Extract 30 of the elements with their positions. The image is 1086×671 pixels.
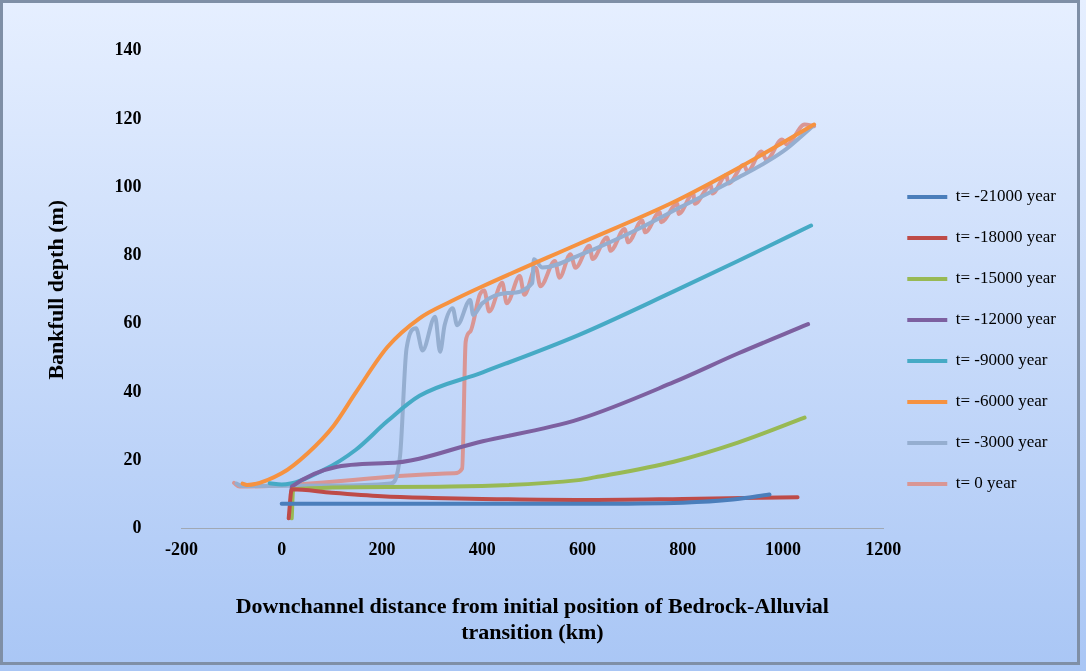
x-tick-label: 800 (669, 539, 697, 560)
y-tick-label: 0 (132, 517, 142, 538)
y-tick-label: 100 (114, 175, 142, 196)
x-tick-label: -200 (164, 539, 198, 560)
x-tick-label: 0 (277, 539, 287, 560)
legend-label: t= -6000 year (955, 391, 1048, 411)
legend-label: t= -12000 year (955, 309, 1057, 329)
legend-label: t= 0 year (955, 473, 1017, 493)
x-tick-label: 400 (468, 539, 496, 560)
legend-label: t= -21000 year (955, 186, 1057, 206)
legend-label: t= -9000 year (955, 350, 1048, 370)
x-tick-label: 200 (368, 539, 396, 560)
x-tick-label: 1200 (865, 539, 902, 560)
line-series (289, 415, 807, 521)
x-axis-title: Downchannel distance from initial position of Bedrock-Alluvial transition (km) (235, 593, 829, 645)
y-tick-label: 80 (123, 244, 142, 265)
legend-label: t= -18000 year (955, 227, 1057, 247)
line-series (267, 223, 814, 487)
y-tick-label: 40 (123, 380, 142, 401)
line-series (286, 487, 800, 521)
legend-label: t= -3000 year (955, 432, 1048, 452)
line-series (279, 492, 772, 506)
y-tick-label: 120 (114, 107, 142, 128)
y-axis-title: Bankfull depth (m) (42, 199, 68, 380)
x-tick-label: 1000 (765, 539, 802, 560)
legend-label: t= -15000 year (955, 268, 1057, 288)
y-tick-label: 140 (114, 39, 142, 60)
y-tick-label: 20 (123, 449, 142, 469)
y-tick-label: 60 (123, 312, 142, 333)
x-tick-label: 600 (568, 539, 596, 560)
